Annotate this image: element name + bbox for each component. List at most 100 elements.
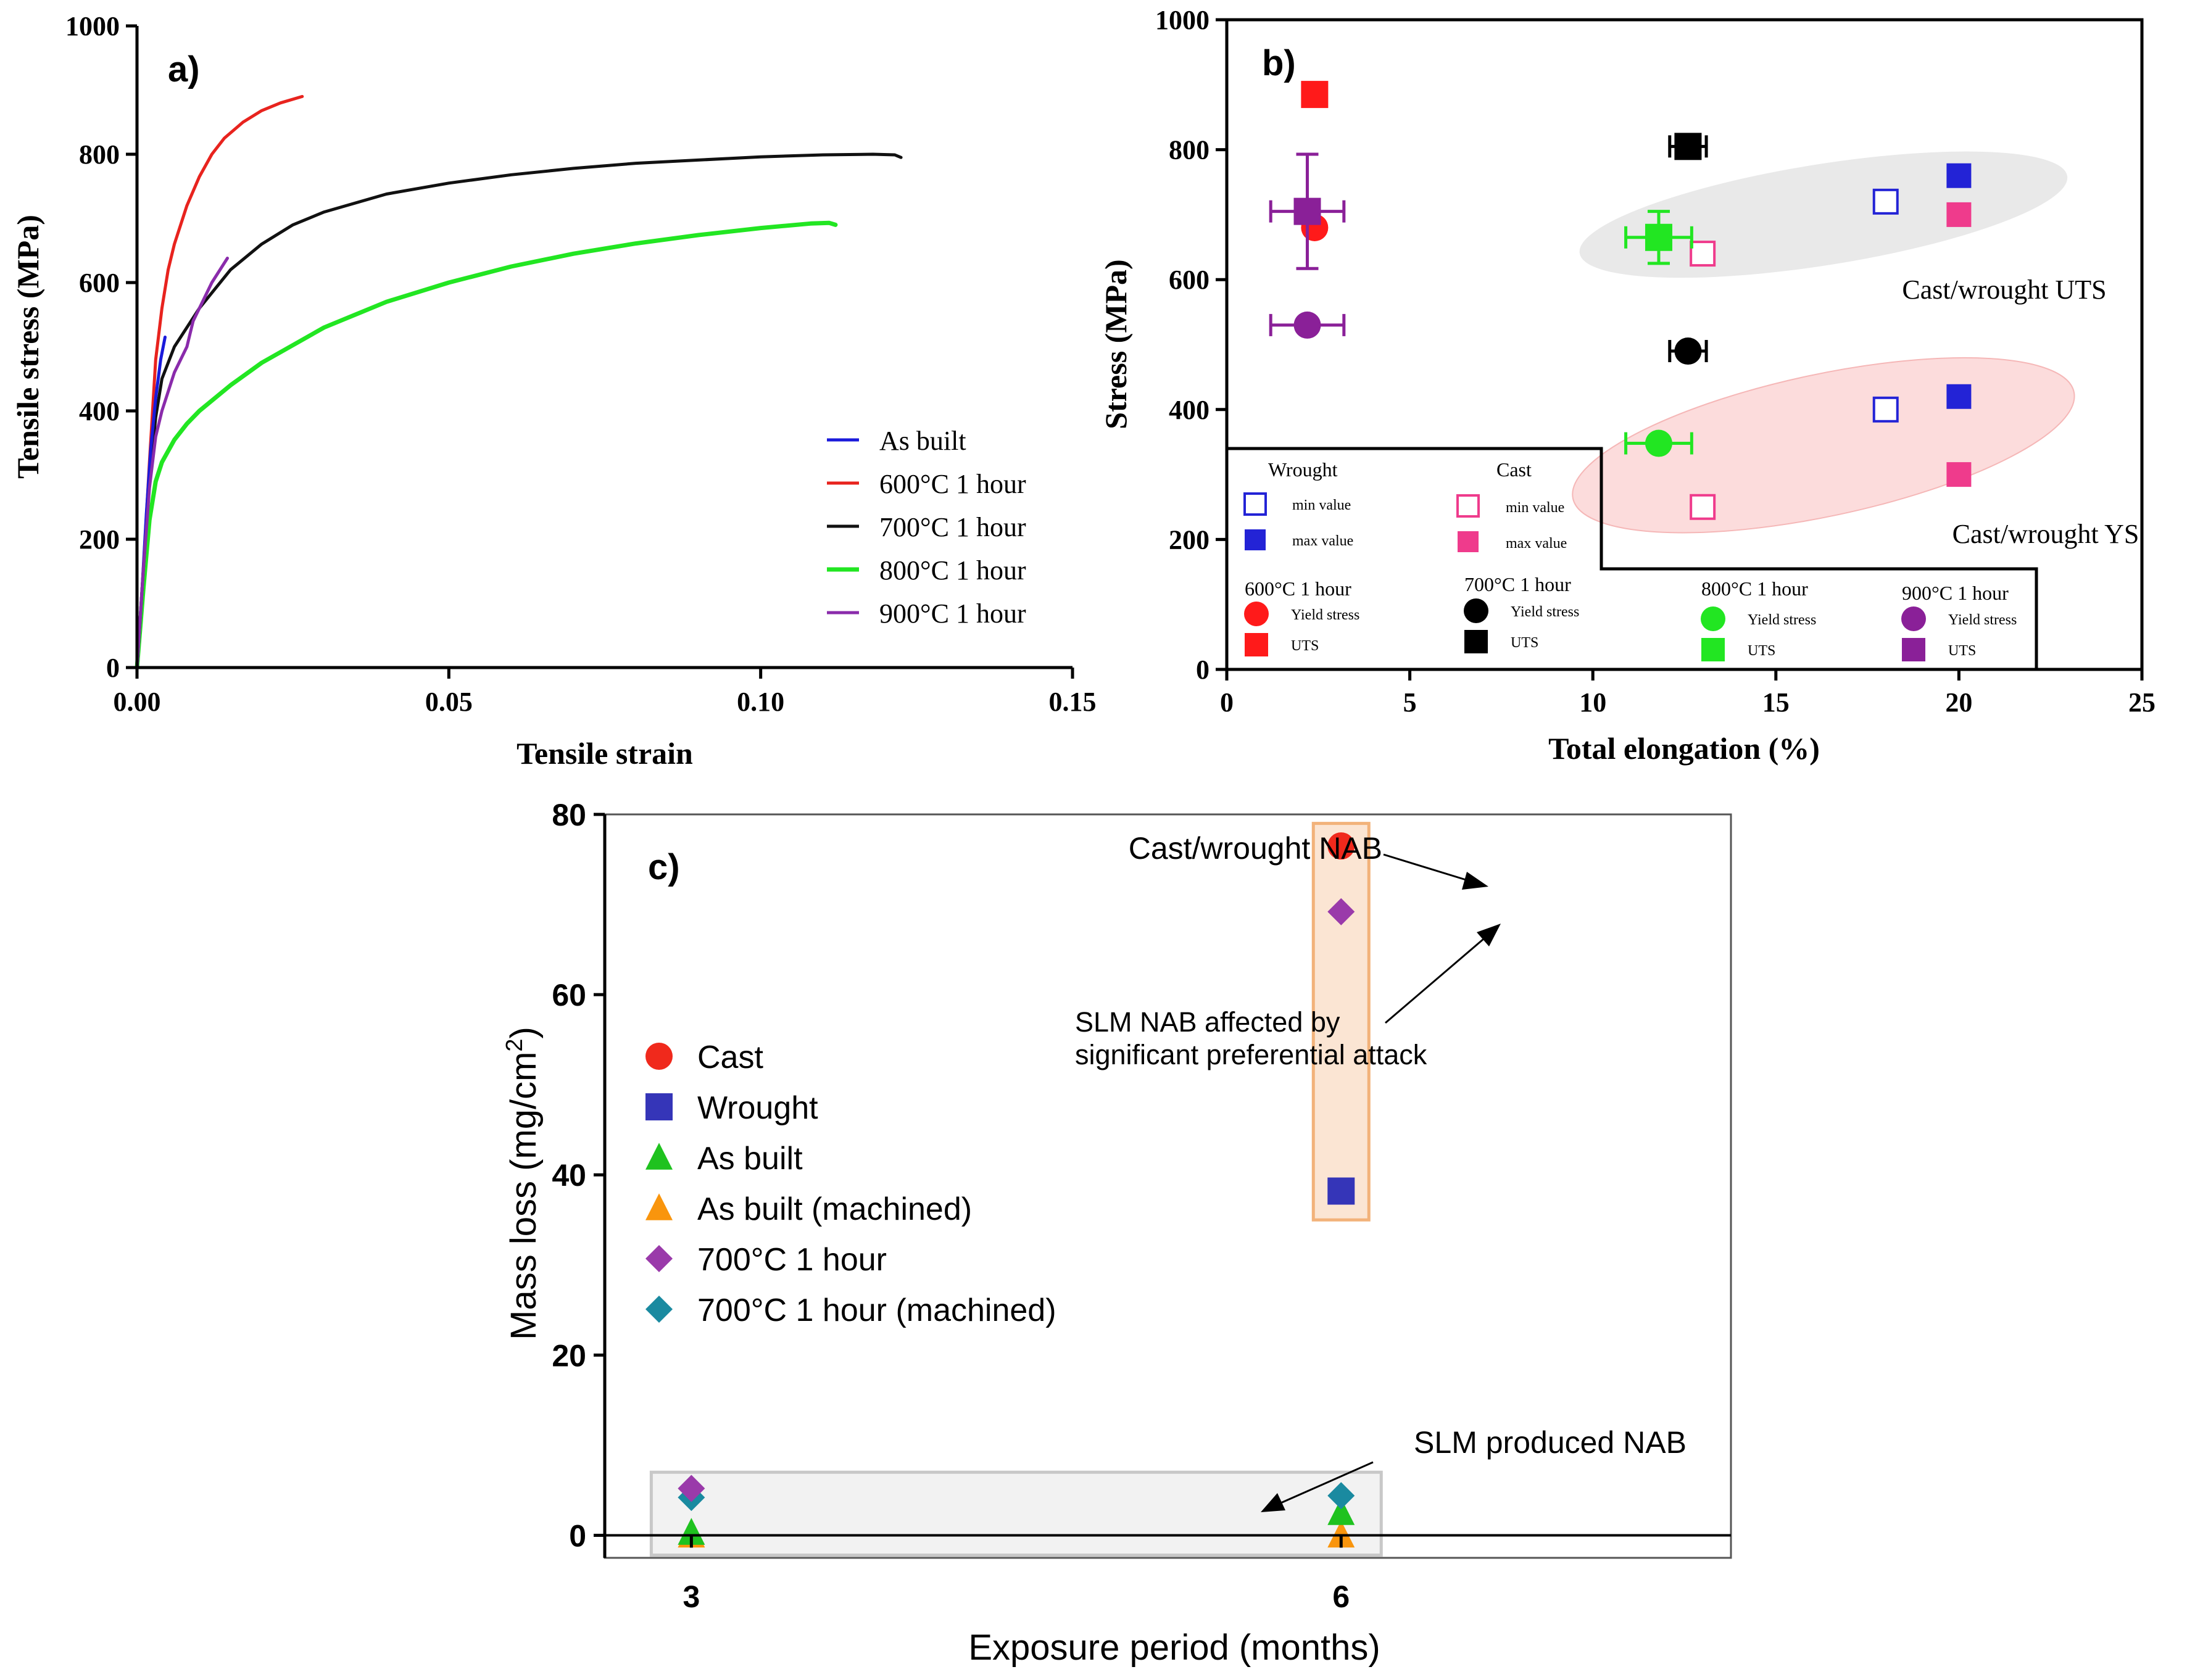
legend-label-700-c-1-hour: 700°C 1 hour (879, 512, 1026, 542)
legend-ys-swatch-800-c-1-hour (1701, 606, 1725, 631)
slm-attack-arrowhead (1477, 924, 1501, 946)
y-tick-label-400: 400 (79, 396, 120, 426)
panel-c-annotations: Cast/wrought NAB SLM NAB affected by sig… (1075, 831, 1687, 1512)
c-x-tick-label-3: 3 (683, 1579, 700, 1614)
b-x-tick-label-10: 10 (1579, 687, 1606, 718)
panel-c-frame (604, 813, 1732, 1559)
panel-c-ticks: 0 20 40 60 80 3 6 (552, 798, 1731, 1614)
cast-wrought-region (1311, 822, 1371, 1222)
cast-min-marker-4 (1690, 241, 1716, 267)
panel-c-y-axis-label-close: ) (504, 1027, 544, 1038)
b-y-tick-label-400: 400 (1169, 395, 1210, 425)
legend-title-700-c-1-hour: 700°C 1 hour (1464, 573, 1571, 595)
900-c-1-hour-uts-marker (1293, 197, 1321, 225)
cast-wrought-arrow (1383, 853, 1479, 885)
legend-label-600-c-1-hour: 600°C 1 hour (879, 469, 1026, 499)
b-x-tick-label-5: 5 (1403, 687, 1417, 718)
legend-label-as-built: As built (879, 426, 966, 456)
slm-attack-annotation-line1: SLM NAB affected by (1075, 1006, 1340, 1038)
800-c-1-hour-uts-marker (1645, 223, 1672, 251)
slm-attack-annotation-line2: significant preferential attack (1075, 1039, 1427, 1070)
panel-b-ticks: 0 5 10 15 20 25 0 200 400 600 800 1000 (1155, 5, 2156, 718)
legend-ys-swatch-700-c-1-hour (1464, 598, 1488, 623)
b-x-tick-label-25: 25 (2128, 687, 2156, 718)
panel-b-frame (1225, 18, 2144, 671)
legend-uts-swatch-600-c-1-hour (1245, 633, 1268, 656)
legend-wrought-title: Wrought (1268, 458, 1338, 481)
legend-cast-max-label: max value (1506, 536, 1567, 552)
legend-label-800-c-1-hour: 800°C 1 hour (879, 555, 1026, 586)
c-y-tick-label-40: 40 (552, 1158, 586, 1193)
panel-c-label: c) (648, 847, 680, 887)
legend-title-900-c-1-hour: 900°C 1 hour (1902, 582, 2009, 604)
x-tick-label-0-15: 0.15 (1049, 687, 1097, 717)
panel-b-reference-regions (1572, 151, 2075, 534)
series-line-900-c-1-hour (135, 257, 229, 669)
panel-b-y-axis-label: Stress (MPa) (1098, 259, 1133, 429)
legend-cast-min-label: min value (1506, 500, 1564, 516)
point-700-c-1-hour-1 (1327, 898, 1355, 925)
b-x-tick-label-15: 15 (1762, 687, 1790, 718)
panel-b-label: b) (1262, 43, 1296, 83)
c-y-tick-label-0: 0 (569, 1518, 586, 1553)
panel-c-y-axis-label: Mass loss (mg/cm2) (502, 1027, 544, 1340)
legend-ys-swatch-900-c-1-hour (1901, 606, 1926, 631)
legend-ys-label-700-c-1-hour: Yield stress (1511, 604, 1579, 620)
b-x-tick-label-20: 20 (1945, 687, 1972, 718)
600-c-1-hour-uts-marker (1301, 81, 1329, 109)
panel-a-label: a) (168, 49, 200, 89)
panel-a-y-axis-label: Tensile stress (MPa) (10, 215, 45, 479)
wrought-max-marker-1 (1946, 163, 1972, 188)
point-700-c-1-hour-0 (678, 1475, 705, 1502)
cast-max-marker-7 (1946, 462, 1972, 487)
panel-c-points (678, 832, 1355, 1548)
panel-b-x-axis-label: Total elongation (%) (1548, 731, 1820, 766)
c-y-tick-label-20: 20 (552, 1338, 586, 1373)
wrought-min-marker-0 (1872, 188, 1899, 215)
panel-b-stress-elongation: Cast/wrought UTS Cast/wrought YS 0 5 10 15 2… (1098, 5, 2156, 766)
legend-label-as-built-machined: As built (machined) (697, 1191, 972, 1227)
b-y-tick-label-1000: 1000 (1155, 5, 1210, 35)
wrought-max-marker-3 (1946, 384, 1972, 409)
slm-produced-annotation: SLM produced NAB (1414, 1425, 1687, 1460)
legend-uts-label-600-c-1-hour: UTS (1291, 638, 1319, 654)
series-line-700-c-1-hour (135, 152, 903, 669)
b-y-tick-label-0: 0 (1196, 655, 1210, 685)
legend-ys-swatch-600-c-1-hour (1244, 602, 1269, 626)
legend-swatch-wrought (645, 1093, 673, 1120)
slm-attack-arrow (1385, 930, 1493, 1024)
ys-region-label: Cast/wrought YS (1952, 519, 2139, 549)
panel-b-legend: Wrought Cast min value max value min value ma… (1243, 458, 2017, 661)
legend-cast-max-swatch (1458, 531, 1479, 552)
slm-produced-arrowhead (1261, 1493, 1285, 1512)
legend-uts-label-800-c-1-hour: UTS (1748, 643, 1775, 659)
legend-swatch-as-built (645, 1143, 673, 1170)
y-tick-label-200: 200 (79, 524, 120, 555)
legend-swatch-cast (645, 1043, 673, 1070)
point-cast-0 (1327, 832, 1355, 860)
panel-c-y-axis-label-superscript: 2 (502, 1038, 528, 1051)
legend-label-700-c-1-hour: 700°C 1 hour (697, 1242, 887, 1278)
panel-c-x-axis-label: Exposure period (months) (968, 1628, 1380, 1668)
legend-swatch-700-c-1-hour-machined (645, 1296, 673, 1323)
legend-wrought-max-label: max value (1292, 533, 1353, 549)
c-x-tick-label-6: 6 (1332, 1579, 1350, 1614)
legend-uts-swatch-900-c-1-hour (1902, 638, 1925, 661)
panel-b-points (1269, 81, 1972, 520)
y-tick-label-0: 0 (106, 653, 120, 683)
legend-ys-label-600-c-1-hour: Yield stress (1291, 607, 1359, 623)
series-line-800-c-1-hour (135, 220, 838, 670)
legend-title-600-c-1-hour: 600°C 1 hour (1245, 577, 1351, 600)
slm-produced-arrow (1272, 1461, 1374, 1508)
slm-region (649, 1470, 1383, 1557)
panel-a-series-group (135, 94, 903, 670)
legend-title-800-c-1-hour: 800°C 1 hour (1701, 577, 1808, 600)
legend-ys-label-800-c-1-hour: Yield stress (1748, 612, 1816, 628)
point-as-built-0 (678, 1518, 705, 1545)
panel-a-x-axis-label: Tensile strain (517, 736, 693, 771)
800-c-1-hour-yield-stress-marker (1645, 429, 1672, 457)
point-wrought-0 (1327, 1177, 1355, 1205)
legend-uts-label-700-c-1-hour: UTS (1511, 635, 1538, 651)
legend-label-900-c-1-hour: 900°C 1 hour (879, 598, 1026, 629)
